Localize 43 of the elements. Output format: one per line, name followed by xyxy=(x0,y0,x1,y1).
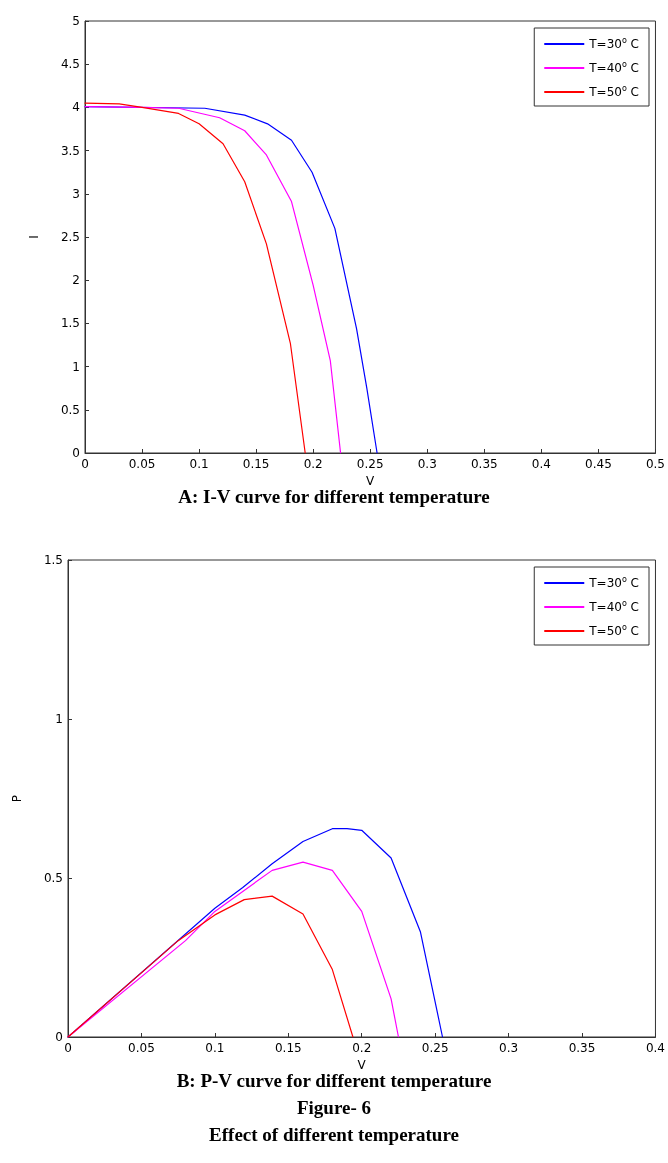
y-tick-label: 4 xyxy=(72,100,80,115)
text: Effect of different temperature xyxy=(209,1124,459,1145)
y-tick-label: 0.5 xyxy=(60,402,80,417)
x-tick-label: 0.35 xyxy=(470,457,498,471)
text: Figure- 6 xyxy=(296,1097,372,1118)
y-axis-title: P xyxy=(10,794,24,803)
y-tick-label: 3.5 xyxy=(60,143,80,158)
y-tick-label: 2.5 xyxy=(60,230,80,244)
x-tick-label: 0.1 xyxy=(189,457,209,471)
y-tick-label: 5 xyxy=(72,14,80,28)
y-tick-label: 3 xyxy=(72,186,80,201)
y-tick-label: 1.5 xyxy=(43,553,63,567)
x-tick-label: 0.25 xyxy=(421,1041,449,1055)
x-tick-label: 0.1 xyxy=(205,1041,225,1055)
x-tick-label: 0.15 xyxy=(242,457,270,471)
text: A: I-V curve for different temperature xyxy=(178,486,490,507)
x-tick-label: 0.45 xyxy=(585,457,612,471)
x-axis-title: V xyxy=(366,474,376,488)
x-tick-label: 0.05 xyxy=(128,1041,155,1055)
x-tick-label: 0.35 xyxy=(568,1041,596,1055)
line-series xyxy=(67,895,354,1038)
y-tick-label: 4.5 xyxy=(60,57,80,72)
x-tick-label: 0.2 xyxy=(303,457,323,471)
y-tick-label: 2 xyxy=(72,273,80,288)
x-tick-label: 0.05 xyxy=(128,457,156,471)
y-tick-label: 0 xyxy=(72,446,80,460)
y-axis-title: I xyxy=(27,235,41,239)
x-tick-label: 0.25 xyxy=(356,457,384,471)
y-tick-label: 1 xyxy=(72,359,80,374)
text: B: P-V curve for different temperature xyxy=(176,1070,492,1091)
x-tick-label: 0.15 xyxy=(274,1041,302,1055)
x-tick-label: 0.3 xyxy=(417,457,437,471)
x-tick-label: 0.3 xyxy=(499,1041,519,1055)
x-axis-title: V xyxy=(357,1058,367,1072)
x-tick-label: 0.4 xyxy=(645,1041,665,1055)
x-tick-label: 0.2 xyxy=(352,1041,372,1055)
x-tick-label: 0 xyxy=(81,457,89,471)
y-tick-label: 0.5 xyxy=(43,871,63,885)
x-tick-label: 0.4 xyxy=(531,457,551,471)
y-tick-label: 1.5 xyxy=(60,316,80,331)
x-tick-label: 0.5 xyxy=(645,457,665,471)
y-tick-label: 1 xyxy=(55,712,63,726)
y-tick-label: 0 xyxy=(55,1030,63,1044)
